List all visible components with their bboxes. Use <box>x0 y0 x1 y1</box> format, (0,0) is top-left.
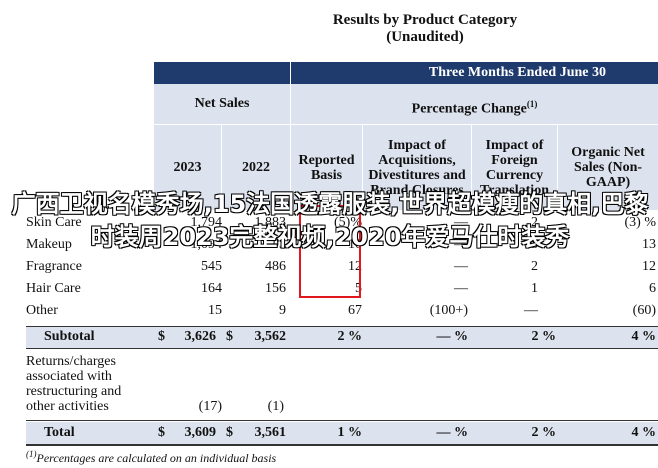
total-reported: 1 % <box>337 425 363 440</box>
cell-y2023: 545 <box>201 259 222 274</box>
total-row: Total $ 3,609 $ 3,561 1 % — % 2 % 4 % <box>26 422 658 444</box>
cell-y2022: 9 <box>279 303 286 318</box>
total-cur-2023: $ <box>158 425 165 440</box>
cell-fx: 2 <box>531 215 538 230</box>
cell-reported: 5 <box>355 281 362 296</box>
cell-fx: — <box>524 303 538 318</box>
cell-fx: 1 <box>531 281 538 296</box>
cell-acq: — <box>454 259 468 274</box>
subtotal-2022: 3,562 <box>254 329 287 344</box>
row-label: Skin Care <box>26 215 82 230</box>
pct-change-footnote-ref: (1) <box>526 99 538 109</box>
cell-organic: (3) % <box>624 215 657 230</box>
row-label: Hair Care <box>26 281 81 296</box>
cell-acq: — <box>454 281 468 296</box>
subtotal-acq: — % <box>436 329 469 344</box>
cell-organic: (60) <box>632 303 656 318</box>
footnote: (1)Percentages are calculated on an indi… <box>26 449 276 466</box>
total-acq: — % <box>436 425 469 440</box>
cell-organic: 12 <box>642 259 656 274</box>
cell-y2022: 1,883 <box>254 215 287 230</box>
table-row: Fragrance 545 486 12 — 2 12 <box>26 256 658 278</box>
subtotal-cur-2022: $ <box>226 329 233 344</box>
subtotal-2023: 3,626 <box>184 329 217 344</box>
cell-y2023: 164 <box>201 281 222 296</box>
table-row: Hair Care 164 156 5 — 1 6 <box>26 278 658 300</box>
cell-organic: 13 <box>642 237 656 252</box>
total-label: Total <box>44 425 75 440</box>
cell-y2023: 1,094 <box>190 237 223 252</box>
subtotal-fx: 2 % <box>531 329 557 344</box>
subtotal-organic: 4 % <box>631 329 657 344</box>
table-row: Makeup 1,094 993 10 — 3 13 <box>26 234 658 256</box>
col-organic-header: Organic Net Sales (Non-GAAP) <box>558 125 658 210</box>
cell-acq: — <box>454 237 468 252</box>
returns-label: Returns/charges associated with restruct… <box>26 354 122 414</box>
rule <box>26 326 658 327</box>
total-2022: 3,561 <box>254 425 287 440</box>
cell-y2022: 156 <box>265 281 286 296</box>
subtotal-cur-2023: $ <box>158 329 165 344</box>
cell-y2022: 486 <box>265 259 286 274</box>
report-title: Results by Product Category (Unaudited) <box>300 12 550 46</box>
pct-change-header: Percentage Change(1) <box>291 84 658 124</box>
col-reported-header: Reported Basis <box>291 125 362 210</box>
divider <box>290 62 291 447</box>
rule <box>26 348 658 349</box>
cell-acq: — <box>454 215 468 230</box>
col-2023-header: 2023 <box>154 125 221 210</box>
cell-reported: 67 <box>348 303 362 318</box>
cell-fx: 2 <box>531 259 538 274</box>
cell-reported: 12 <box>348 259 362 274</box>
report-title-line1: Results by Product Category <box>332 12 518 28</box>
footnote-ref: (1) <box>26 449 37 459</box>
report-title-line2: (Unaudited) <box>386 29 464 45</box>
double-rule <box>26 444 658 446</box>
total-fx: 2 % <box>531 425 557 440</box>
subtotal-label: Subtotal <box>44 329 95 344</box>
cell-organic: 6 <box>649 281 656 296</box>
cell-y2023: 1,794 <box>190 215 223 230</box>
subtotal-row: Subtotal $ 3,626 $ 3,562 2 % — % 2 % 4 % <box>26 326 658 348</box>
returns-2022: (1) <box>267 399 284 414</box>
returns-row: Returns/charges associated with restruct… <box>26 352 658 418</box>
highlight-box <box>299 205 361 298</box>
cell-acq: (100+) <box>429 303 468 318</box>
table-row: Other 15 9 67 (100+) — (60) <box>26 300 658 322</box>
total-2023: 3,609 <box>184 425 217 440</box>
col-2022-header: 2022 <box>222 125 290 210</box>
footnote-text: Percentages are calculated on an individ… <box>36 451 277 465</box>
col-acq-header: Impact of Acquisitions, Divestitures and… <box>363 125 471 210</box>
period-band: Three Months Ended June 30 <box>154 62 658 84</box>
net-sales-header: Net Sales <box>154 84 290 124</box>
cell-reported: (5)% <box>334 215 362 230</box>
total-organic: 4 % <box>631 425 657 440</box>
table-row: Skin Care 1,794 1,883 (5)% — 2 (3) % <box>26 212 658 234</box>
row-label: Makeup <box>26 237 72 252</box>
total-cur-2022: $ <box>226 425 233 440</box>
cell-y2023: 15 <box>208 303 222 318</box>
row-label: Fragrance <box>26 259 82 274</box>
cell-y2022: 993 <box>265 237 286 252</box>
rule <box>26 420 658 421</box>
subtotal-reported: 2 % <box>337 329 363 344</box>
cell-fx: 3 <box>531 237 538 252</box>
cell-reported: 10 <box>348 237 362 252</box>
returns-2023: (17) <box>198 399 222 414</box>
overlay-caption: 广西卫视名模秀场,15法国透露服装,世界超模瘦的真相,巴黎时装周2023完整视频… <box>11 190 649 251</box>
pct-change-label: Percentage Change <box>411 101 527 117</box>
row-label: Other <box>26 303 58 318</box>
col-fx-header: Impact of Foreign Currency Translation <box>472 125 557 210</box>
